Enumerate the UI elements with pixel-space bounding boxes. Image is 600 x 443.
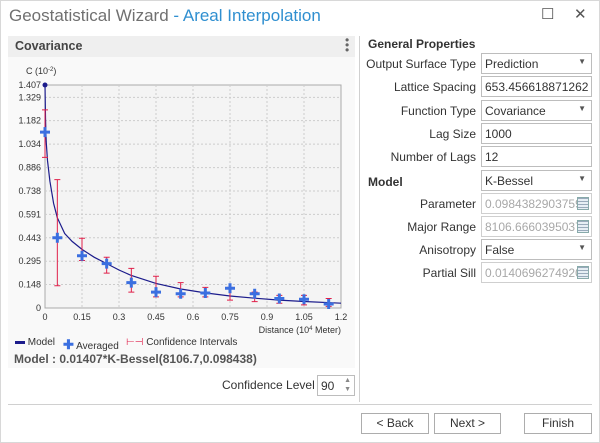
x-tick-label: 0.75 [221,312,239,322]
property-label: Number of Lags [390,150,476,164]
averaged-point [200,287,211,298]
general-properties-header: General Properties [368,37,476,51]
field-value: 0.0984382903759 [485,197,582,211]
averaged-point [40,127,50,138]
chevron-down-icon[interactable]: ▼ [578,174,586,183]
y-tick-label: 1.407 [18,80,41,90]
confidence-level-label: Confidence Level [222,378,315,392]
calculator-icon[interactable] [577,197,589,210]
y-tick-label: 0.443 [18,233,41,243]
field-value: Covariance [485,104,546,118]
field-value: 12 [485,150,499,164]
x-tick-label: 0.3 [113,312,126,322]
x-tick-label: 0 [42,312,47,322]
field-value: Prediction [485,57,539,71]
averaged-point [274,293,285,304]
field-parameter: 0.0984382903759 [481,193,592,214]
averaged-point [249,288,260,299]
next-button[interactable]: Next > [434,413,501,434]
averaged-point [126,277,137,288]
averaged-point [299,294,309,305]
panel-header: Covariance • • • [8,33,355,57]
field-lag-size[interactable]: 1000 [481,123,592,144]
field-value: 8106.6660395037 [485,220,582,234]
window-title: Geostatistical Wizard - Areal Interpolat… [9,6,321,25]
legend-model: Model [15,337,55,348]
stepper-arrows-icon[interactable]: ▲ ▼ [344,377,351,393]
property-label: Function Type [400,104,476,118]
dropdown-anisotropy[interactable]: False ▼ [481,239,592,260]
back-button[interactable]: < Back [361,413,429,434]
averaged-point [77,250,87,261]
y-tick-label: 0.148 [18,280,41,290]
x-tick-label: 1.05 [295,312,313,322]
divider [8,404,592,405]
field-lattice-spacing[interactable]: 653.456618871262 [481,76,592,97]
legend-confidence-intervals: ⊢⊣ Confidence Intervals [126,337,238,348]
y-tick-label: 0 [36,303,41,313]
model-curve [44,84,342,304]
x-tick-label: 0.9 [261,312,274,322]
averaged-point [323,299,334,310]
averaged-point [52,232,63,243]
finish-button[interactable]: Finish [524,413,592,434]
averaged-point [175,288,186,299]
chevron-down-icon[interactable]: ▼ [578,243,586,252]
close-icon[interactable]: ✕ [574,6,587,23]
model-formula: Model : 0.01407*K-Bessel(8106.7,0.098438… [14,352,257,366]
field-value: 653.456618871262 [485,80,589,94]
y-axis-label: C (10-2) [26,66,56,76]
averaged-point [151,287,161,298]
x-tick-label: 1.2 [335,312,348,322]
property-label: Output Surface Type [366,57,476,71]
x-tick-label: 0.45 [147,312,165,322]
property-label: Lattice Spacing [393,80,476,94]
y-tick-label: 0.295 [18,256,41,266]
confidence-interval [54,179,61,287]
field-major-range: 8106.6660395037 [481,216,592,237]
averaged-point [101,258,112,269]
calculator-icon[interactable] [577,266,589,279]
x-axis-label: Distance (104 Meter) [259,325,341,335]
dropdown-output-surface-type[interactable]: Prediction ▼ [481,53,592,74]
field-value: 0.0140696274920 [485,266,582,280]
dropdown-model[interactable]: K-Bessel ▼ [481,170,592,191]
field-partial-sill: 0.0140696274920 [481,262,592,283]
field-number-of-lags[interactable]: 12 [481,146,592,167]
calculator-icon[interactable] [577,220,589,233]
field-value: False [485,243,515,257]
model-header: Model [368,175,403,189]
averaged-point [225,283,235,294]
property-label: Lag Size [429,127,476,141]
field-value: K-Bessel [485,174,534,188]
y-tick-label: 0.886 [18,163,41,173]
property-label: Anisotropy [419,243,476,257]
x-tick-label: 0.15 [73,312,91,322]
property-label: Partial Sill [422,266,476,280]
chevron-down-icon[interactable]: ▼ [578,104,586,113]
field-value: 1000 [485,127,512,141]
divider [359,36,360,402]
property-label: Parameter [419,197,476,211]
confidence-level-stepper[interactable]: 90 ▲ ▼ [317,375,355,396]
y-tick-label: 1.034 [18,139,41,149]
x-tick-label: 0.6 [187,312,200,322]
property-label: Major Range [407,220,476,234]
covariance-chart: C (10-2) Distance (104 Meter) 0 0.15 0.3 0.… [18,66,348,335]
model-start-point [42,82,48,88]
y-tick-label: 0.738 [18,186,41,196]
y-tick-label: 1.182 [18,116,41,126]
panel-title: Covariance [15,39,83,53]
maximize-icon[interactable]: ☐ [541,6,555,23]
y-tick-label: 0.591 [18,209,41,219]
y-tick-label: 1.329 [18,92,41,102]
legend-averaged: ✚ Averaged [63,337,119,352]
more-options-icon[interactable]: • • • [345,33,350,57]
dropdown-function-type[interactable]: Covariance ▼ [481,100,592,121]
chevron-down-icon[interactable]: ▼ [578,57,586,66]
